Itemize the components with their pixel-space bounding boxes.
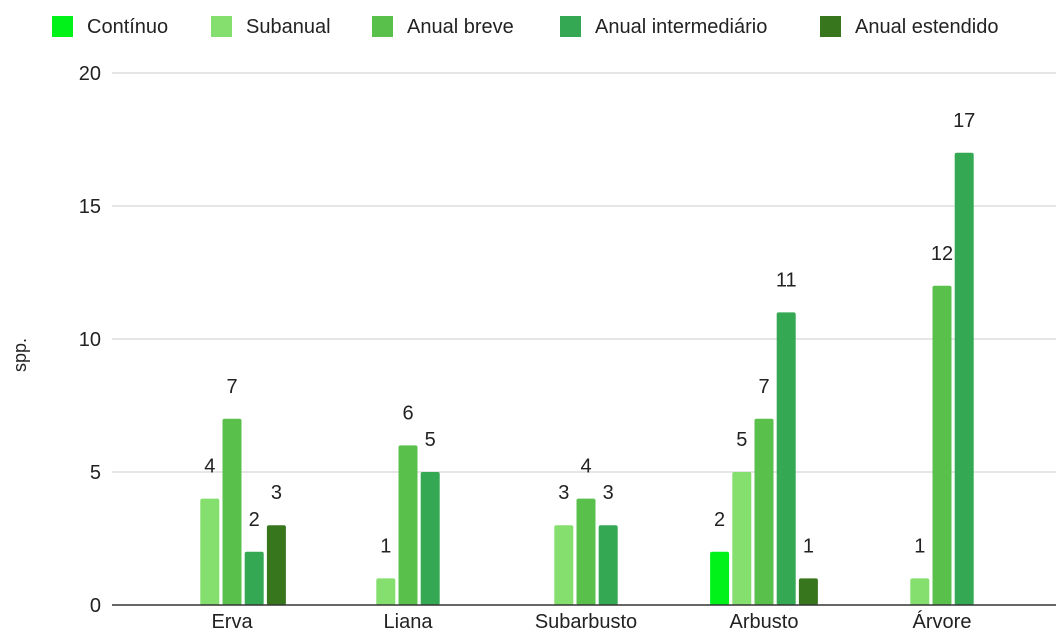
- bars: [200, 152, 974, 606]
- chart-legend: Contínuo Subanual Anual breve Anual interme…: [52, 16, 998, 38]
- y-tick-label-10: 10: [79, 329, 101, 351]
- data-label-subarbusto-subanual: 3: [558, 482, 569, 504]
- bar-arbusto-subanual: [732, 472, 752, 605]
- bar-subarbusto-anual-breve: [576, 498, 596, 605]
- legend-item-subanual: Subanual: [211, 16, 331, 38]
- bar-erva-anual-estendido: [266, 525, 286, 605]
- data-label-erva-anual-estendido: 3: [271, 482, 282, 504]
- bar-arvore-subanual: [910, 578, 930, 605]
- legend-label: Subanual: [246, 16, 331, 38]
- legend-swatch: [820, 16, 841, 37]
- legend-item-continuo: Contínuo: [52, 16, 168, 38]
- bar-arbusto-anual-estendido: [798, 578, 818, 605]
- bar-arbusto-anual-breve: [754, 418, 774, 605]
- legend-swatch: [372, 16, 393, 37]
- data-label-arvore-subanual: 1: [914, 535, 925, 557]
- data-label-subarbusto-anual-breve: 4: [580, 456, 591, 478]
- bar-subarbusto-anual-intermediario: [598, 525, 618, 605]
- bar-arbusto-anual-intermediario: [776, 312, 796, 605]
- bar-erva-anual-intermediario: [244, 551, 264, 605]
- legend-item-anual-breve: Anual breve: [372, 16, 514, 38]
- bar-arbusto-continuo: [710, 551, 730, 605]
- y-tick-label-15: 15: [79, 196, 101, 218]
- legend-label: Anual estendido: [855, 16, 998, 38]
- bar-liana-subanual: [376, 578, 396, 605]
- data-label-arbusto-continuo: 2: [714, 509, 725, 531]
- y-tick-label-0: 0: [90, 595, 101, 617]
- y-axis-label: spp.: [10, 338, 30, 372]
- data-label-subarbusto-anual-intermediario: 3: [603, 482, 614, 504]
- data-label-arbusto-anual-intermediario: 11: [776, 269, 797, 291]
- data-label-erva-anual-intermediario: 2: [249, 509, 260, 531]
- legend-swatch: [560, 16, 581, 37]
- legend-item-anual-estendido: Anual estendido: [820, 16, 998, 38]
- x-category-label-arvore: Árvore: [913, 610, 972, 633]
- bar-liana-anual-intermediario: [420, 472, 440, 605]
- bar-arvore-anual-intermediario: [954, 152, 974, 606]
- gridlines: [112, 72, 1056, 473]
- legend-label: Contínuo: [87, 16, 168, 38]
- data-label-liana-subanual: 1: [380, 535, 391, 557]
- data-label-liana-anual-breve: 6: [402, 402, 413, 424]
- y-tick-label-5: 5: [90, 462, 101, 484]
- y-axis-ticks: 0 5 10 15 20: [79, 63, 101, 617]
- bar-arvore-anual-breve: [932, 285, 952, 605]
- x-category-label-subarbusto: Subarbusto: [535, 611, 637, 633]
- bar-subarbusto-subanual: [554, 525, 574, 605]
- x-category-label-liana: Liana: [384, 611, 434, 633]
- bar-erva-anual-breve: [222, 418, 242, 605]
- legend-label: Anual breve: [407, 16, 514, 38]
- bar-liana-anual-breve: [398, 445, 418, 605]
- data-label-arbusto-anual-estendido: 1: [803, 535, 814, 557]
- data-label-arvore-anual-intermediario: 17: [953, 110, 975, 132]
- legend-item-anual-intermediario: Anual intermediário: [560, 16, 767, 38]
- data-label-erva-subanual: 4: [204, 456, 215, 478]
- data-label-erva-anual-breve: 7: [226, 376, 237, 398]
- data-label-arbusto-anual-breve: 7: [758, 376, 769, 398]
- data-label-arvore-anual-breve: 12: [931, 243, 953, 265]
- x-category-label-erva: Erva: [211, 611, 253, 633]
- legend-label: Anual intermediário: [595, 16, 767, 38]
- x-category-label-arbusto: Arbusto: [730, 611, 799, 633]
- legend-swatch: [211, 16, 232, 37]
- y-tick-label-20: 20: [79, 63, 101, 85]
- data-label-arbusto-subanual: 5: [736, 429, 747, 451]
- data-label-liana-anual-intermediario: 5: [425, 429, 436, 451]
- legend-swatch: [52, 16, 73, 37]
- bar-erva-subanual: [200, 498, 220, 605]
- x-axis-categories: Erva Liana Subarbusto Arbusto Árvore: [211, 610, 971, 633]
